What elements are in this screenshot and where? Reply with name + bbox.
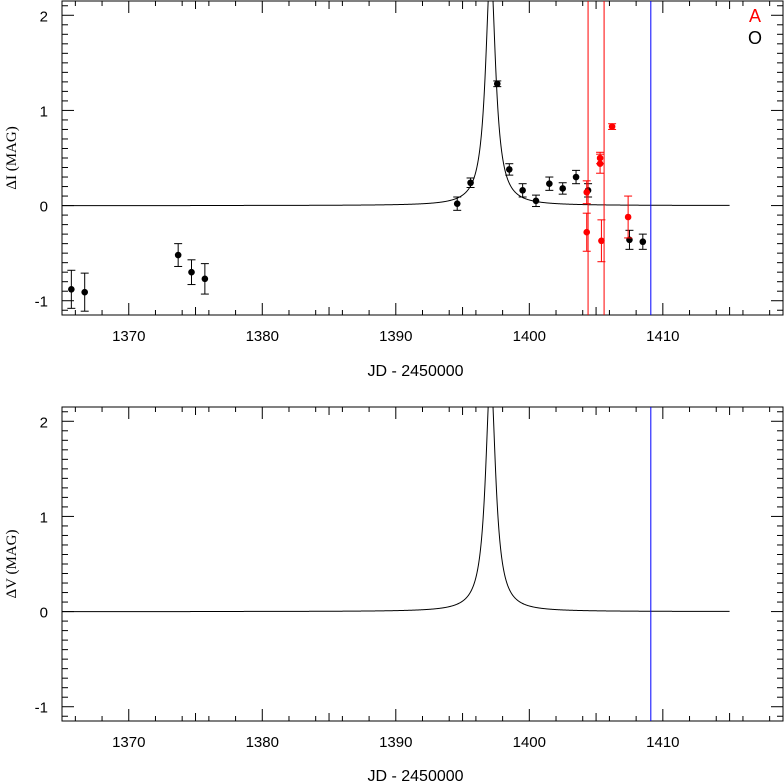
plot-frame [61,0,784,316]
plot-area [62,1,730,315]
y-tick-label: 2 [40,414,48,431]
x-tick-label: 1370 [112,328,145,345]
legend-label-a: A [749,6,761,26]
data-point [598,237,605,245]
data-point [188,268,195,276]
data-point [68,286,75,293]
x-axis-title: JD - 2450000 [367,363,463,380]
data-point [505,166,513,173]
data-point [583,188,591,196]
data-point [532,197,540,205]
y-tick-label: 0 [40,199,48,216]
data-point [493,80,501,88]
x-axis-title: JD - 2450000 [367,768,463,782]
x-tick-label: 1380 [246,328,279,345]
y-axis-title: ΔI (MAG) [4,126,20,189]
y-tick-label: 2 [40,8,48,25]
y-tick-label: 1 [40,509,48,526]
plot-frame [61,406,784,722]
x-tick-label: 1400 [513,328,546,345]
data-point [546,180,553,187]
y-axis-title: ΔV (MAG) [4,530,20,599]
data-point [519,187,526,194]
data-point [572,173,580,181]
data-point [559,185,566,192]
x-tick-label: 1380 [246,734,279,751]
bottom-panel-v-band: 1370 1380 1390 1400 1410 -1 0 1 2 JD - 2450000 ΔV … [4,406,784,782]
x-tick-label: 1370 [112,734,145,751]
x-tick-label: 1410 [646,734,679,751]
y-tick-label: 1 [40,103,48,120]
x-tick-label: 1400 [513,734,546,751]
legend-label-o: O [748,28,762,48]
data-point [467,179,474,187]
model-curve [62,407,730,613]
y-tick-label: -1 [35,700,48,717]
plot-area [62,407,730,721]
data-point [81,288,88,296]
legend: A O [748,6,762,48]
data-point [639,238,647,246]
x-tick-label: 1410 [646,328,679,345]
x-tick-label: 1390 [379,328,412,345]
y-tick-label: 0 [40,605,48,622]
model-curve [62,1,730,207]
data-point [596,160,604,168]
data-point [608,123,616,130]
data-point [624,213,632,221]
data-point [201,275,209,283]
x-tick-label: 1390 [379,734,412,751]
data-point [583,228,591,236]
data-point [174,251,182,259]
data-point [453,200,461,207]
y-tick-label: -1 [35,294,48,311]
top-panel-i-band: 1370 1380 1390 1400 1410 -1 0 1 2 JD - 2450000 ΔI … [4,0,784,380]
